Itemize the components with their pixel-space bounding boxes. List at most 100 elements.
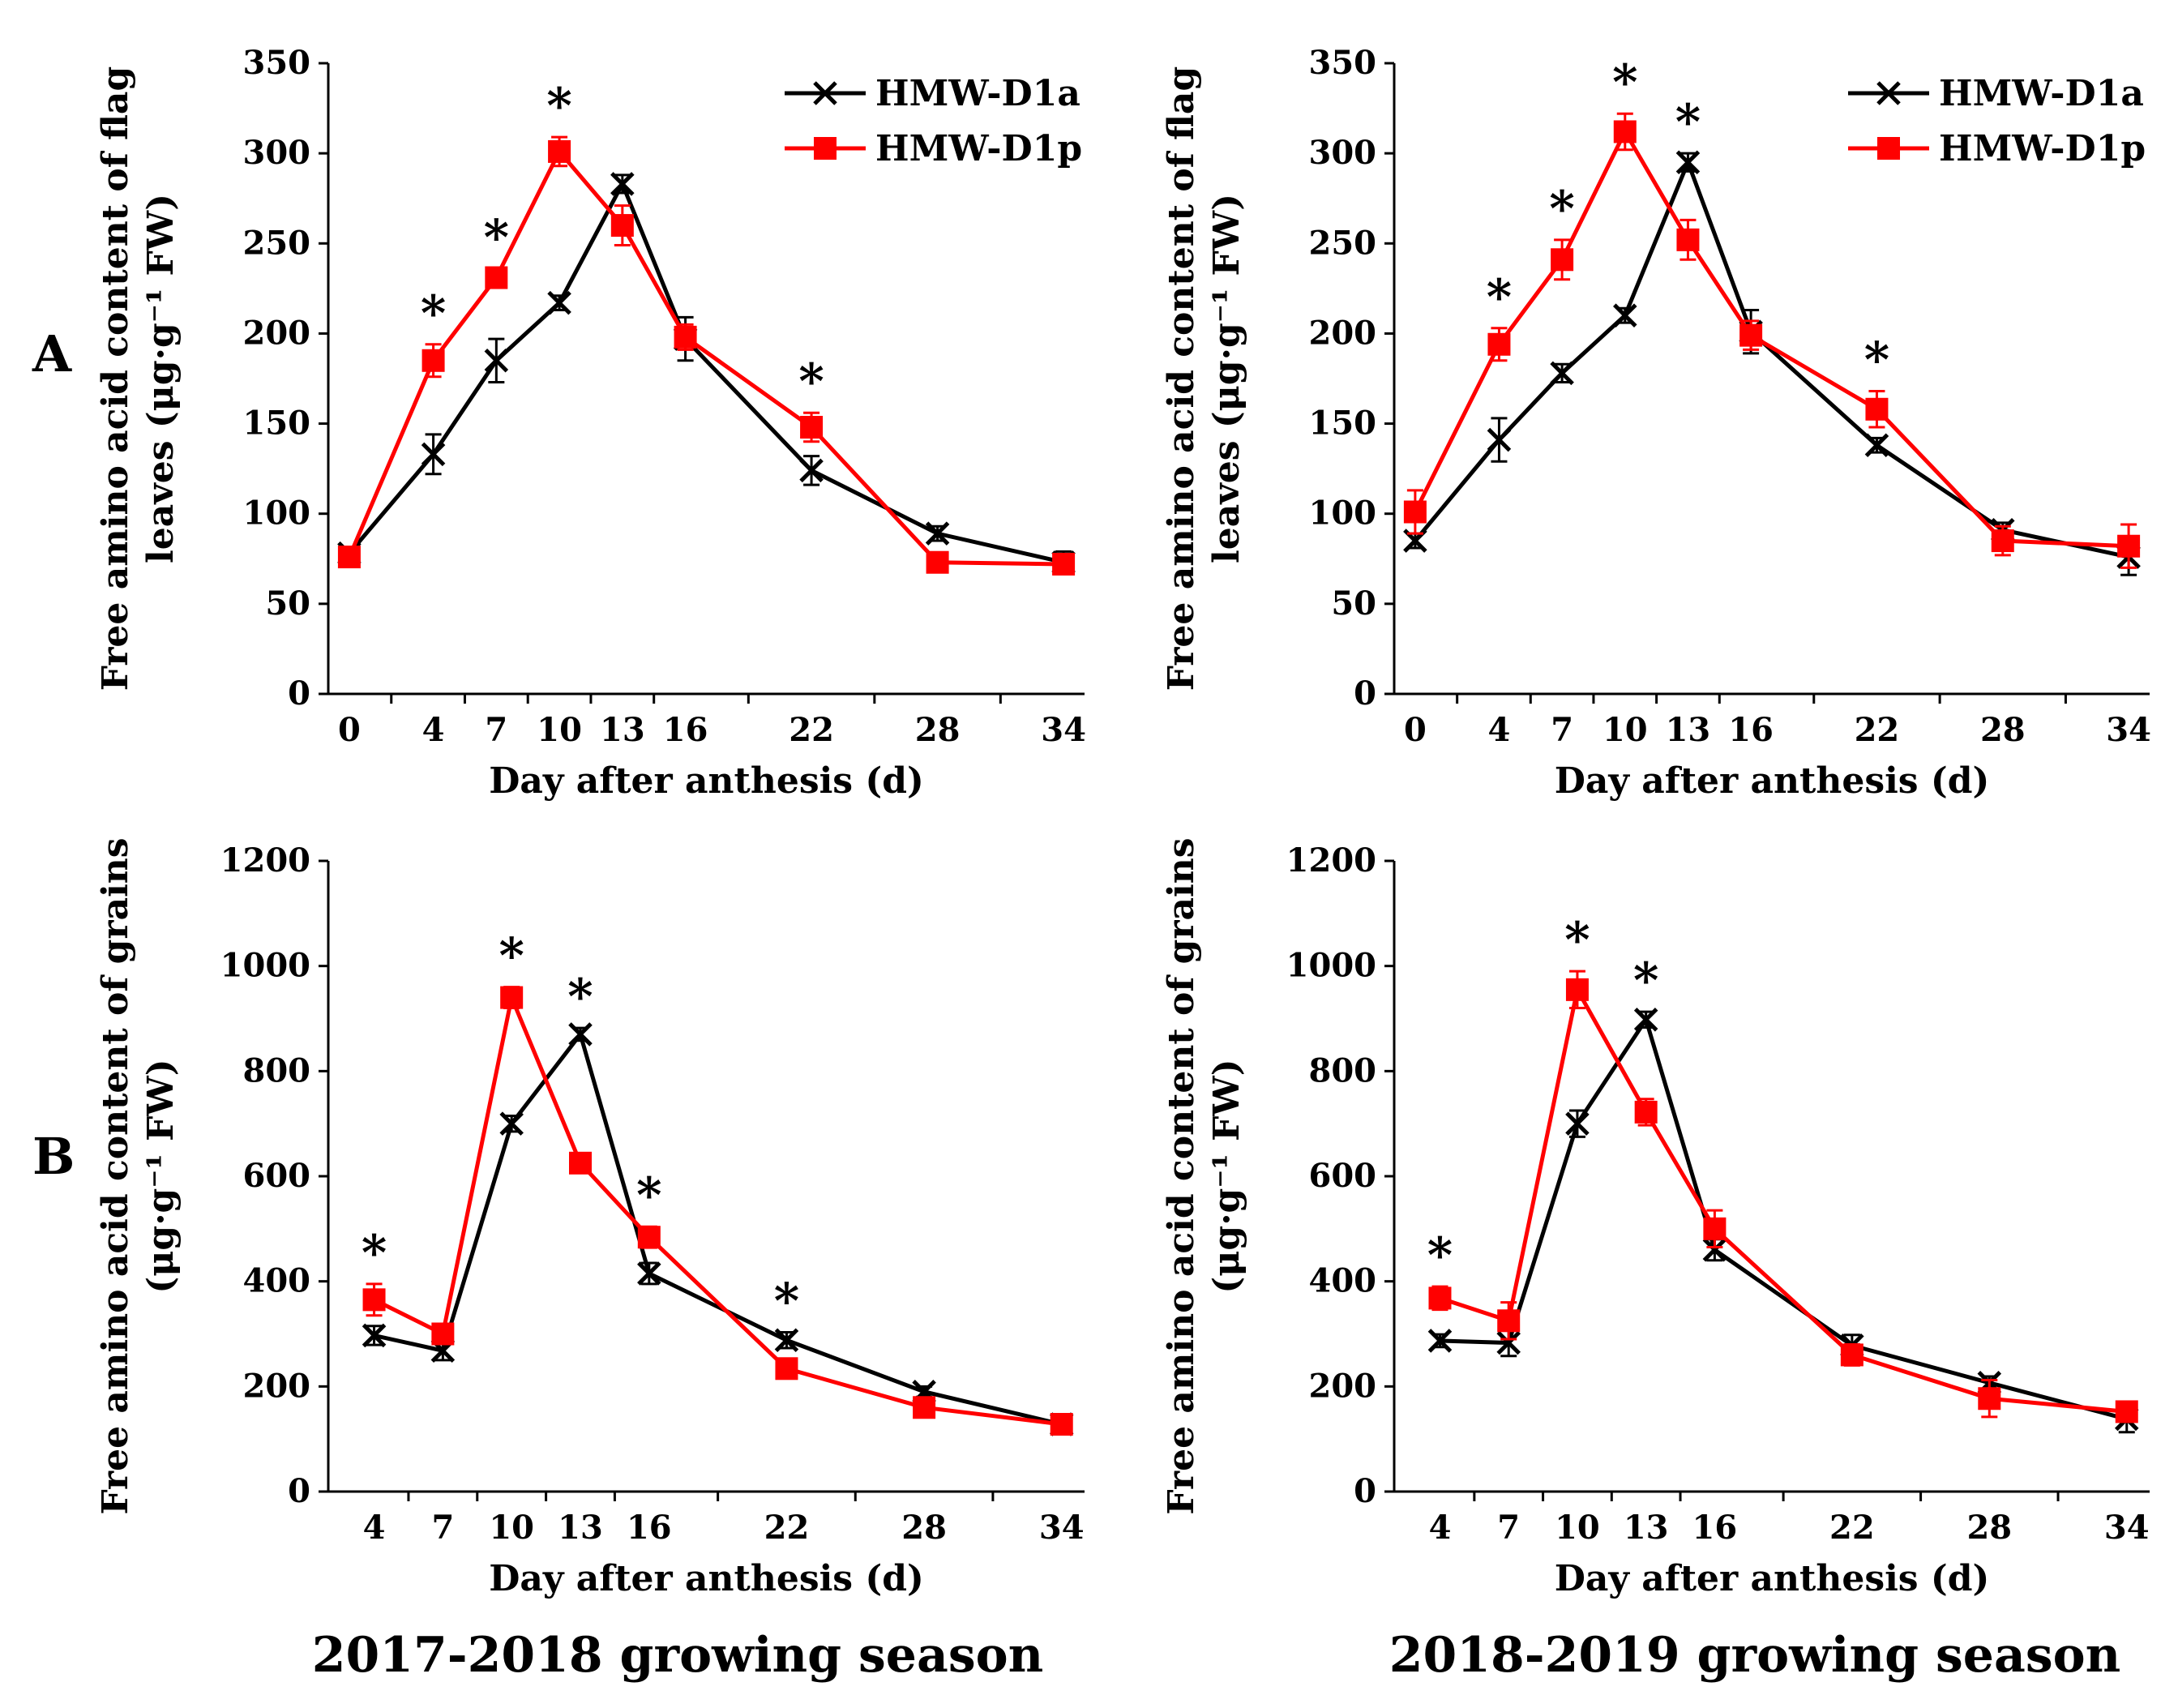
panel-a-2017-2018: 0 50 100 150 200 250 300 350 0 4 7 10 13 16 22 28 34 Day … — [95, 44, 1086, 802]
x-tick-label: 4 — [1429, 1509, 1452, 1547]
x-axis-title: Day after anthesis (d) — [1555, 1558, 1990, 1599]
x-tick-label: 7 — [1551, 711, 1573, 749]
y-tick-label: 150 — [243, 405, 311, 443]
data-point-d1p — [926, 550, 949, 574]
significance-star: * — [774, 1274, 799, 1330]
data-point-d1a — [421, 442, 446, 467]
y-tick-label: 400 — [243, 1262, 311, 1300]
significance-star: * — [484, 209, 509, 266]
data-point-d1p — [1403, 500, 1427, 524]
y-tick-label: 1200 — [220, 841, 310, 880]
x-tick-label: 28 — [1966, 1509, 2012, 1547]
data-point-d1p — [2117, 534, 2141, 558]
x-axis-title: Day after anthesis (d) — [1555, 760, 1990, 802]
data-point-d1p — [421, 349, 445, 372]
y-tick-label: 300 — [1309, 134, 1377, 172]
y-tick-label: 250 — [1309, 224, 1377, 262]
x-tick-label: 13 — [558, 1509, 603, 1547]
series-line-d1a — [1440, 1014, 2128, 1421]
data-point-d1p — [610, 214, 634, 238]
x-tick-label: 0 — [1404, 711, 1427, 749]
panel-b-2017-2018: 0 200 400 600 800 1000 1200 4 7 10 13 16 22 28 34 Day a… — [95, 837, 1085, 1599]
x-tick-label: 7 — [1497, 1509, 1520, 1547]
y-tick-label: 150 — [1309, 405, 1377, 443]
panel-b-2018-2019: 0 200 400 600 800 1000 1200 4 7 10 13 16 22 28 34 Day a… — [1161, 837, 2150, 1599]
y-tick-label: 0 — [288, 1472, 310, 1510]
data-point-d1p — [1865, 397, 1889, 421]
data-point-d1p — [1978, 1387, 2001, 1410]
data-point-d1p — [485, 266, 508, 289]
data-point-d1p — [337, 546, 361, 569]
data-point-d1p — [1634, 1100, 1658, 1124]
data-point-d1a — [799, 458, 824, 483]
x-tick-label: 34 — [1039, 1509, 1085, 1547]
x-tick-label: 16 — [1728, 711, 1774, 749]
significance-star: * — [421, 285, 446, 342]
series-line-d1a — [348, 179, 1064, 565]
significance-star: * — [1675, 94, 1701, 151]
legend-label-d1p: HMW-D1p — [875, 128, 1082, 169]
y-tick-label: 1000 — [220, 947, 310, 985]
y-axis-title-line: Free amino acid content of grains — [95, 837, 136, 1514]
significance-star: * — [798, 353, 824, 410]
data-point-d1a — [362, 1323, 387, 1348]
y-tick-label: 600 — [1309, 1157, 1377, 1195]
data-point-d1p — [913, 1396, 936, 1419]
series-line-d1p — [373, 991, 1063, 1427]
significance-star: * — [1633, 952, 1658, 1009]
x-tick-label: 4 — [1488, 711, 1511, 749]
y-tick-label: 100 — [243, 494, 311, 533]
data-point-d1a — [1427, 1329, 1453, 1353]
y-tick-label: 250 — [243, 224, 311, 262]
data-point-d1p — [1487, 332, 1511, 356]
data-point-d1a — [1565, 1111, 1590, 1136]
y-tick-label: 0 — [1354, 1472, 1376, 1510]
legend-label-d1p: HMW-D1p — [1939, 128, 2146, 169]
legend-marker-d1p — [814, 137, 837, 160]
y-tick-label: 200 — [1309, 1367, 1377, 1405]
series-line-d1p — [347, 148, 1064, 567]
x-tick-label: 7 — [485, 711, 507, 749]
data-point-d1a — [1633, 1008, 1658, 1032]
x-tick-label: 10 — [489, 1509, 534, 1547]
y-tick-label: 350 — [1309, 44, 1377, 82]
y-tick-label: 800 — [1309, 1051, 1377, 1089]
data-point-d1a — [1496, 1330, 1521, 1355]
x-tick-label: 13 — [1624, 1509, 1669, 1547]
x-tick-label: 28 — [915, 711, 961, 749]
data-point-d1a — [1550, 361, 1574, 386]
series-line-d1a — [374, 1030, 1063, 1427]
data-point-d1a — [484, 349, 509, 373]
data-point-d1a — [1675, 150, 1701, 175]
data-point-d1a — [568, 1022, 593, 1047]
legend-marker-d1a — [813, 81, 837, 105]
data-point-d1p — [548, 139, 571, 163]
data-point-d1p — [569, 1151, 592, 1175]
y-tick-label: 0 — [288, 674, 310, 713]
x-tick-label: 16 — [627, 1509, 672, 1547]
significance-star: * — [1612, 54, 1637, 111]
x-tick-label: 0 — [338, 711, 361, 749]
y-axis-title-line: Free amino acid content of flag — [1161, 66, 1202, 691]
legend-label-d1a: HMW-D1a — [875, 73, 1080, 114]
data-point-d1p — [1052, 552, 1076, 576]
data-point-d1a — [1702, 1238, 1727, 1262]
y-axis-title-line: leaves (μg·g⁻¹ FW) — [140, 194, 182, 563]
legend-marker-d1p — [1877, 137, 1900, 160]
significance-star: * — [1427, 1227, 1453, 1284]
data-point-d1p — [362, 1288, 386, 1312]
panel-a-2018-2019: 0 50 100 150 200 250 300 350 0 4 7 10 13 16 22 28 34 Day … — [1161, 44, 2151, 802]
x-tick-label: 22 — [764, 1509, 810, 1547]
x-axis-title: Day after anthesis (d) — [489, 760, 924, 802]
data-point-d1a — [499, 1111, 524, 1136]
x-tick-label: 34 — [1041, 711, 1086, 749]
data-point-d1p — [1428, 1286, 1452, 1310]
significance-star: * — [1487, 269, 1512, 326]
data-point-d1p — [1565, 978, 1589, 1001]
y-tick-label: 350 — [243, 44, 311, 82]
data-point-d1a — [610, 172, 635, 196]
data-point-d1a — [1613, 303, 1637, 327]
x-tick-label: 22 — [1829, 1509, 1875, 1547]
season-label-2018-2019: 2018-2019 growing season — [1389, 1627, 2121, 1684]
data-point-d1p — [1551, 248, 1574, 272]
